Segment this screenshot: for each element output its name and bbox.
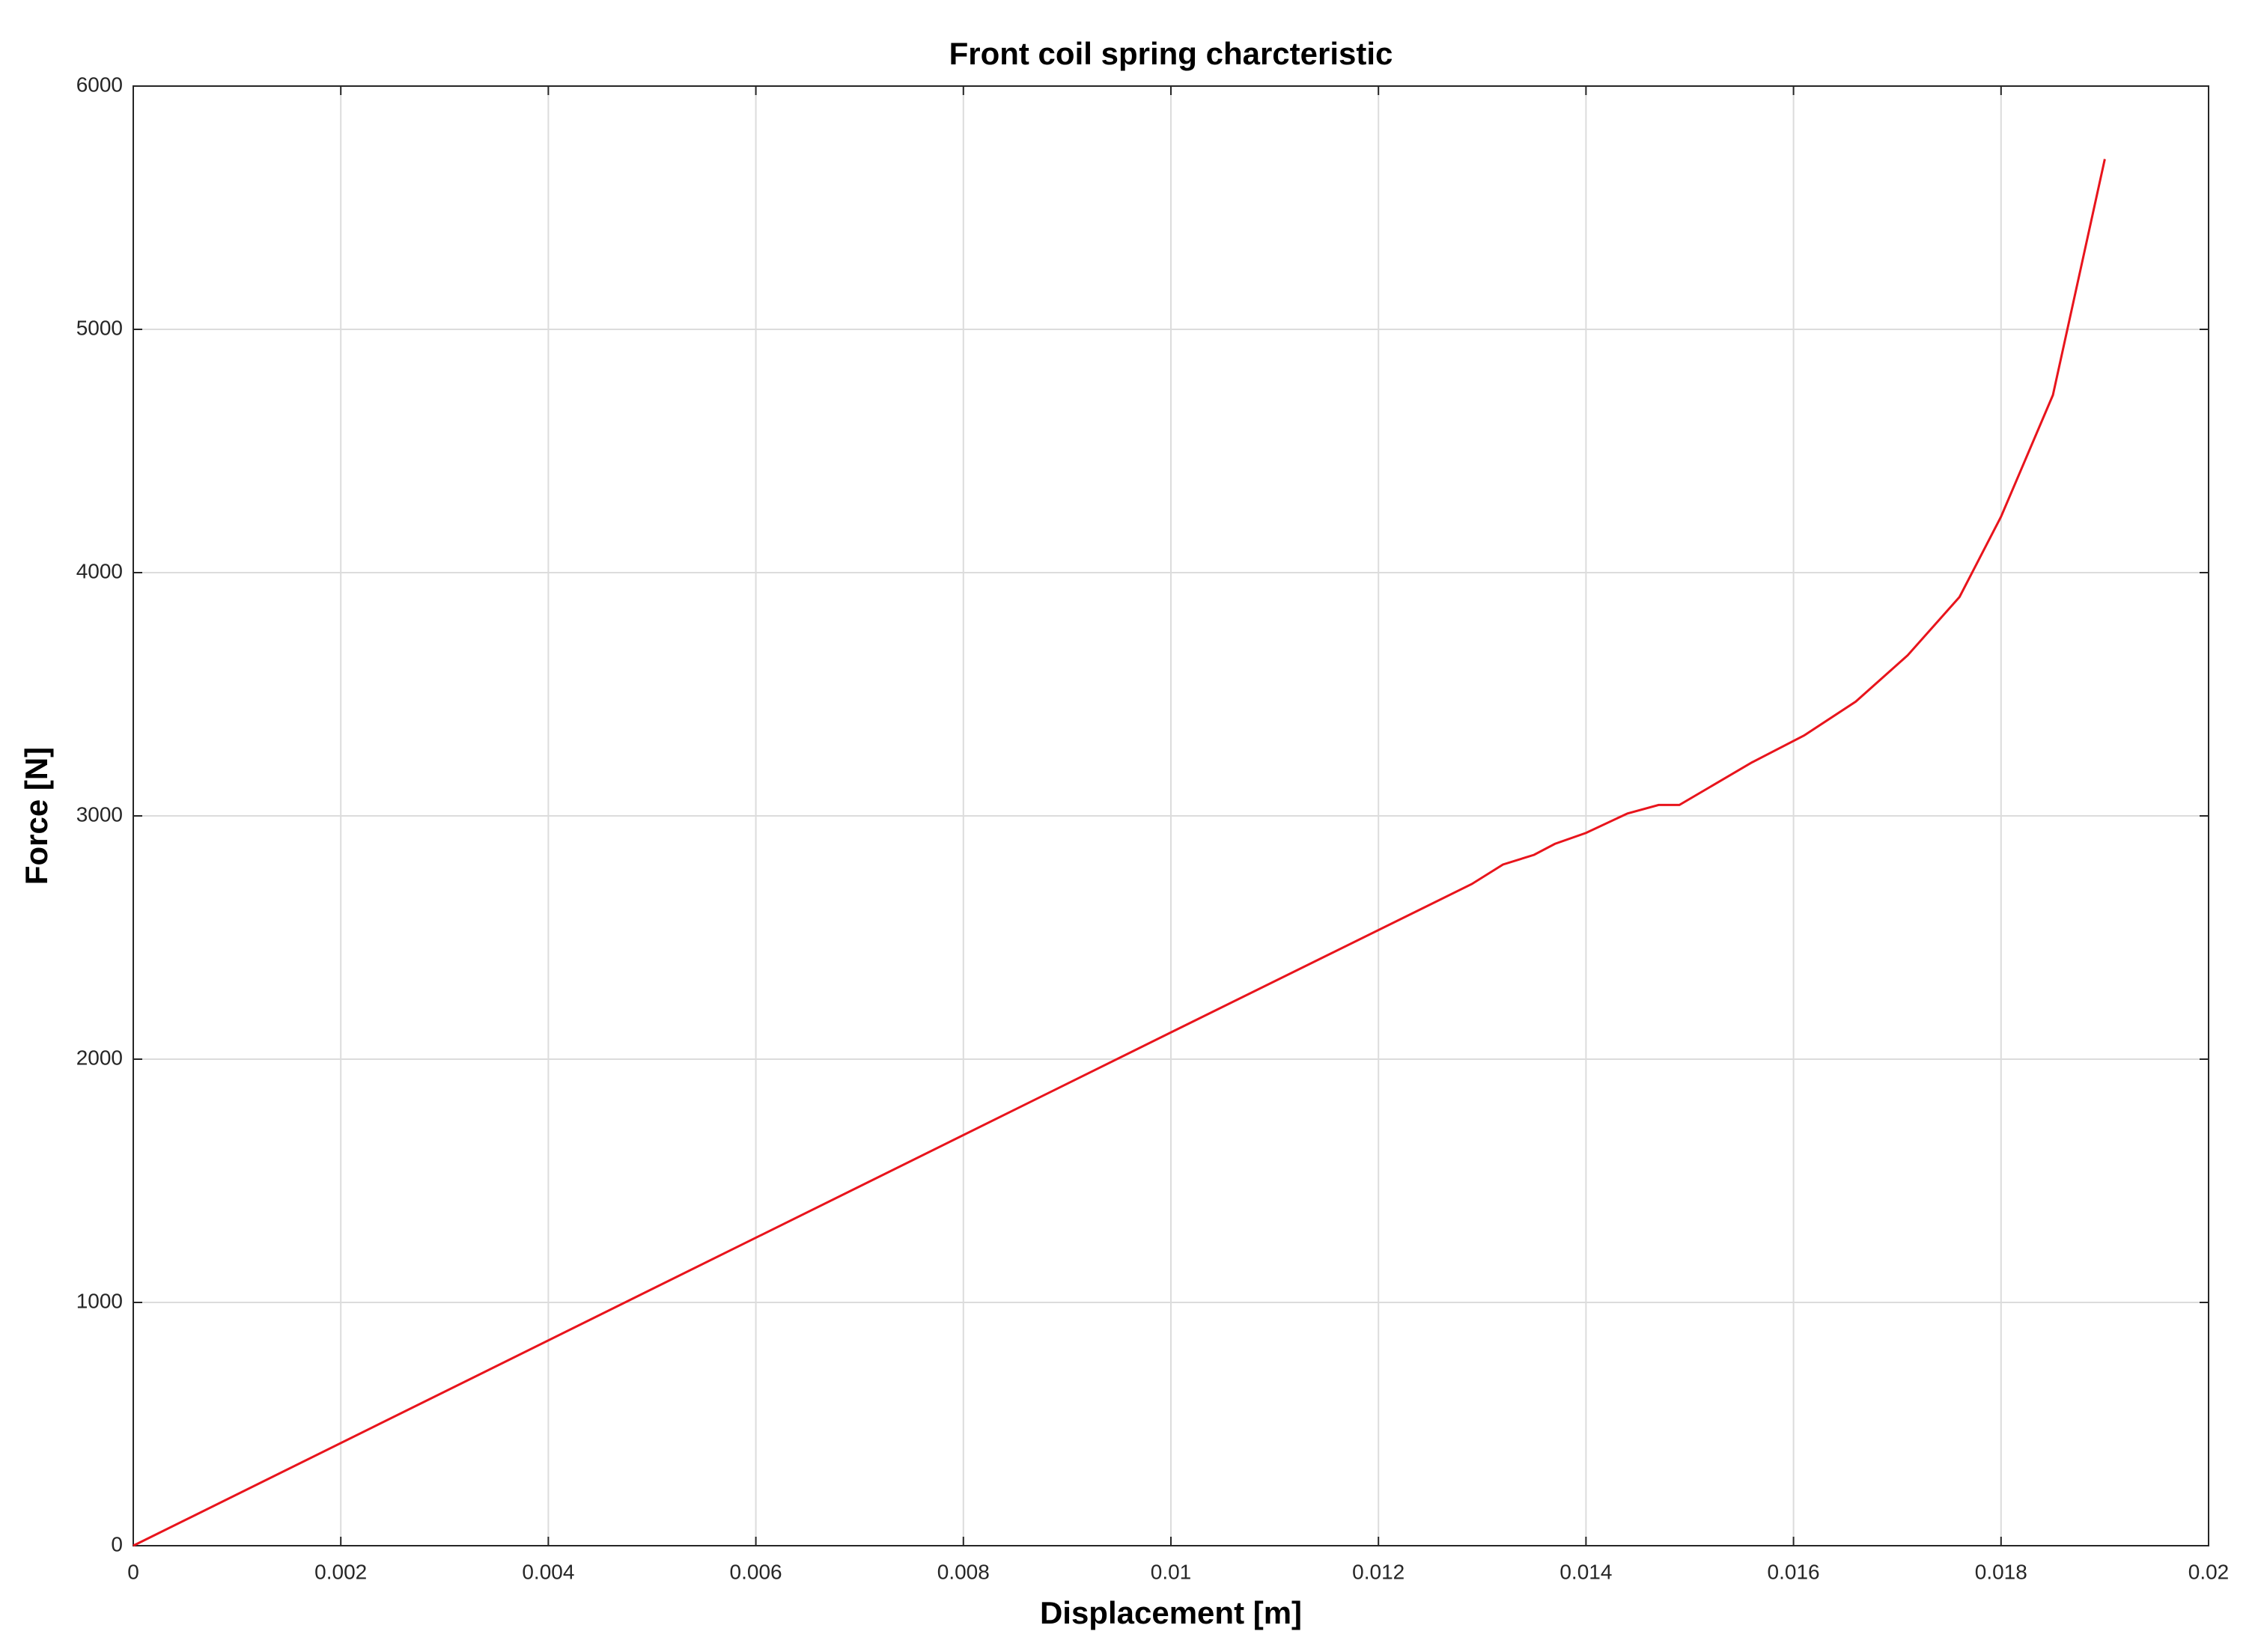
chart-title: Front coil spring charcteristic (949, 36, 1393, 71)
y-tick-label: 2000 (76, 1046, 123, 1069)
x-tick-label: 0.006 (730, 1560, 782, 1583)
y-tick-label: 4000 (76, 559, 123, 582)
y-axis-label: Force [N] (19, 747, 54, 885)
y-tick-label: 0 (111, 1532, 123, 1555)
y-tick-label: 1000 (76, 1289, 123, 1312)
x-tick-label: 0.014 (1559, 1560, 1612, 1583)
y-tick-label: 5000 (76, 316, 123, 339)
x-tick-label: 0.02 (2188, 1560, 2230, 1583)
x-tick-label: 0.012 (1352, 1560, 1405, 1583)
x-tick-label: 0.01 (1151, 1560, 1192, 1583)
y-tick-label: 3000 (76, 802, 123, 826)
x-tick-label: 0.002 (314, 1560, 367, 1583)
x-tick-label: 0.008 (937, 1560, 990, 1583)
x-tick-label: 0 (127, 1560, 139, 1583)
plot-frame (133, 85, 2209, 1546)
x-axis-label: Displacement [m] (1040, 1595, 1302, 1630)
y-tick-label: 6000 (76, 73, 123, 96)
x-tick-label: 0.016 (1768, 1560, 1820, 1583)
x-tick-label: 0.004 (522, 1560, 574, 1583)
data-line (133, 159, 2106, 1547)
x-tick-label: 0.018 (1975, 1560, 2027, 1583)
